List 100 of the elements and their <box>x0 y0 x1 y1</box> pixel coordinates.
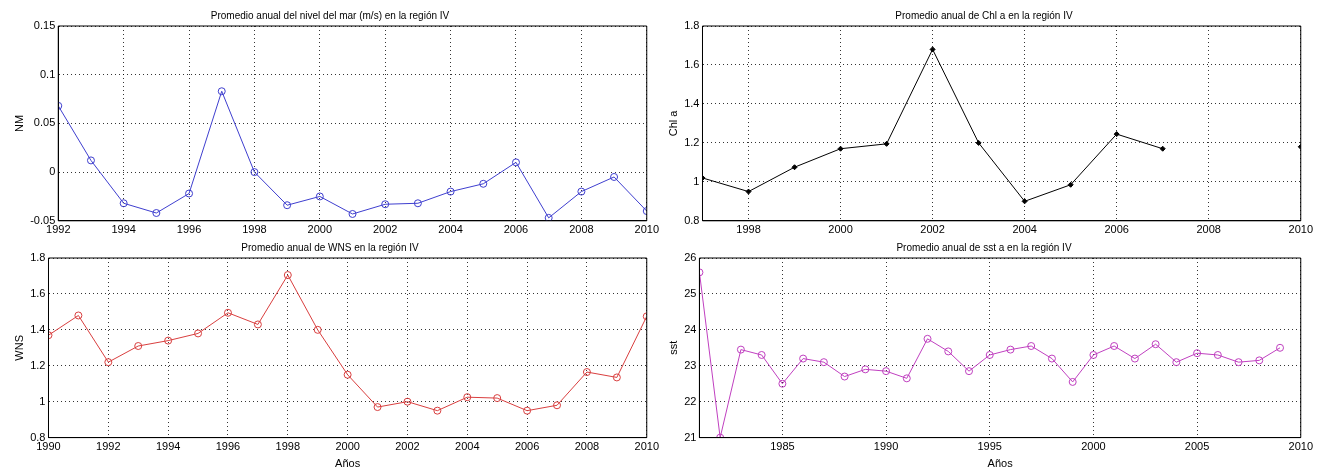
point <box>975 139 982 146</box>
y-tick-label: 0.05 <box>33 116 56 129</box>
x-tick-label: 2000 <box>1081 440 1106 453</box>
x-tick-label: 2008 <box>1196 223 1221 236</box>
point <box>381 200 390 209</box>
y-tick-label: 0.15 <box>33 19 56 32</box>
x-tick-label: 2010 <box>1288 440 1314 453</box>
point <box>883 140 890 147</box>
point <box>1172 358 1181 367</box>
point <box>1027 342 1036 350</box>
point <box>1234 358 1243 367</box>
y-tick-label: 1.6 <box>30 286 46 299</box>
y-tick-label: 1 <box>693 174 700 187</box>
point <box>778 379 787 388</box>
point <box>612 373 621 382</box>
x-tick-label: 1996 <box>215 440 241 453</box>
y-tick-label: 0.8 <box>684 213 700 226</box>
y-tick-label: 1.6 <box>684 57 700 70</box>
point <box>463 393 472 402</box>
point <box>283 201 292 210</box>
point <box>757 350 766 359</box>
point <box>250 168 259 177</box>
y-tick-label: 1.4 <box>30 322 46 335</box>
point <box>745 188 752 195</box>
x-tick-label: 2000 <box>307 223 333 236</box>
x-tick-label: 1994 <box>111 223 136 236</box>
point <box>1021 198 1028 205</box>
chart-title: Promedio anual de WNS en la región IV <box>241 241 419 253</box>
point <box>819 358 828 367</box>
point <box>446 187 455 196</box>
y-tick-label: 24 <box>684 322 697 335</box>
point <box>1276 343 1285 352</box>
point <box>902 374 911 383</box>
y-axis-title: Chl a <box>666 109 679 137</box>
x-tick-label: 2002 <box>372 223 398 236</box>
point <box>577 187 586 196</box>
x-tick-label: 2000 <box>335 440 360 453</box>
point <box>315 192 324 201</box>
point <box>253 320 262 329</box>
point <box>283 271 292 280</box>
y-tick-label: 26 <box>684 251 697 264</box>
point <box>185 189 194 198</box>
x-tick-label: 2010 <box>634 223 660 236</box>
point <box>134 342 143 350</box>
y-tick-label: 21 <box>684 430 697 443</box>
point <box>985 350 994 359</box>
x-tick-label: 2002 <box>920 223 945 236</box>
point <box>152 209 161 218</box>
y-tick-label: 23 <box>684 358 697 371</box>
x-axis-title: Años <box>987 457 1014 470</box>
y-tick-label: 1.4 <box>684 96 700 109</box>
point <box>1159 145 1166 152</box>
y-tick-label: 1.2 <box>30 358 46 371</box>
x-tick-label: 2004 <box>455 440 480 453</box>
x-tick-label: 1990 <box>36 440 61 453</box>
point <box>223 308 232 317</box>
point <box>1130 354 1139 363</box>
point <box>923 334 932 343</box>
point <box>493 394 502 403</box>
y-axis-title: NM <box>12 114 25 132</box>
point <box>433 406 442 415</box>
point <box>882 367 891 376</box>
y-tick-label: 1.8 <box>684 19 700 32</box>
y-tick-label: 0.8 <box>30 430 46 443</box>
x-tick-label: 2004 <box>1012 223 1037 236</box>
x-tick-label: 2006 <box>503 223 529 236</box>
x-tick-label: 1998 <box>275 440 301 453</box>
point <box>523 406 532 415</box>
x-tick-label: 1994 <box>155 440 181 453</box>
point <box>479 179 488 188</box>
y-tick-label: 25 <box>684 286 697 299</box>
y-axis-title: WNS <box>12 334 25 361</box>
point <box>343 370 352 379</box>
point <box>1193 349 1202 358</box>
y-tick-label: 1 <box>39 394 46 407</box>
x-tick-label: 1998 <box>736 223 761 236</box>
point <box>74 311 83 320</box>
x-tick-label: 1985 <box>770 440 795 453</box>
chart-title: Promedio anual de Chl a en la región IV <box>895 9 1073 21</box>
point <box>1068 377 1077 386</box>
x-tick-label: 2006 <box>514 440 540 453</box>
point <box>403 397 412 406</box>
y-tick-label: 1.2 <box>684 135 700 148</box>
x-axis-title: Años <box>335 457 361 470</box>
point <box>944 347 953 356</box>
point <box>837 145 844 152</box>
x-tick-label: 2010 <box>634 440 660 453</box>
x-tick-label: 2002 <box>395 440 420 453</box>
point <box>217 87 226 96</box>
point <box>413 199 422 208</box>
point <box>86 156 95 165</box>
point <box>791 164 798 171</box>
point <box>861 365 870 374</box>
x-tick-label: 2006 <box>1104 223 1129 236</box>
x-tick-label: 2000 <box>828 223 853 236</box>
x-tick-label: 2008 <box>569 223 594 236</box>
x-tick-label: 2008 <box>574 440 600 453</box>
x-tick-label: 1995 <box>977 440 1002 453</box>
point <box>313 325 322 334</box>
point <box>1255 356 1264 365</box>
